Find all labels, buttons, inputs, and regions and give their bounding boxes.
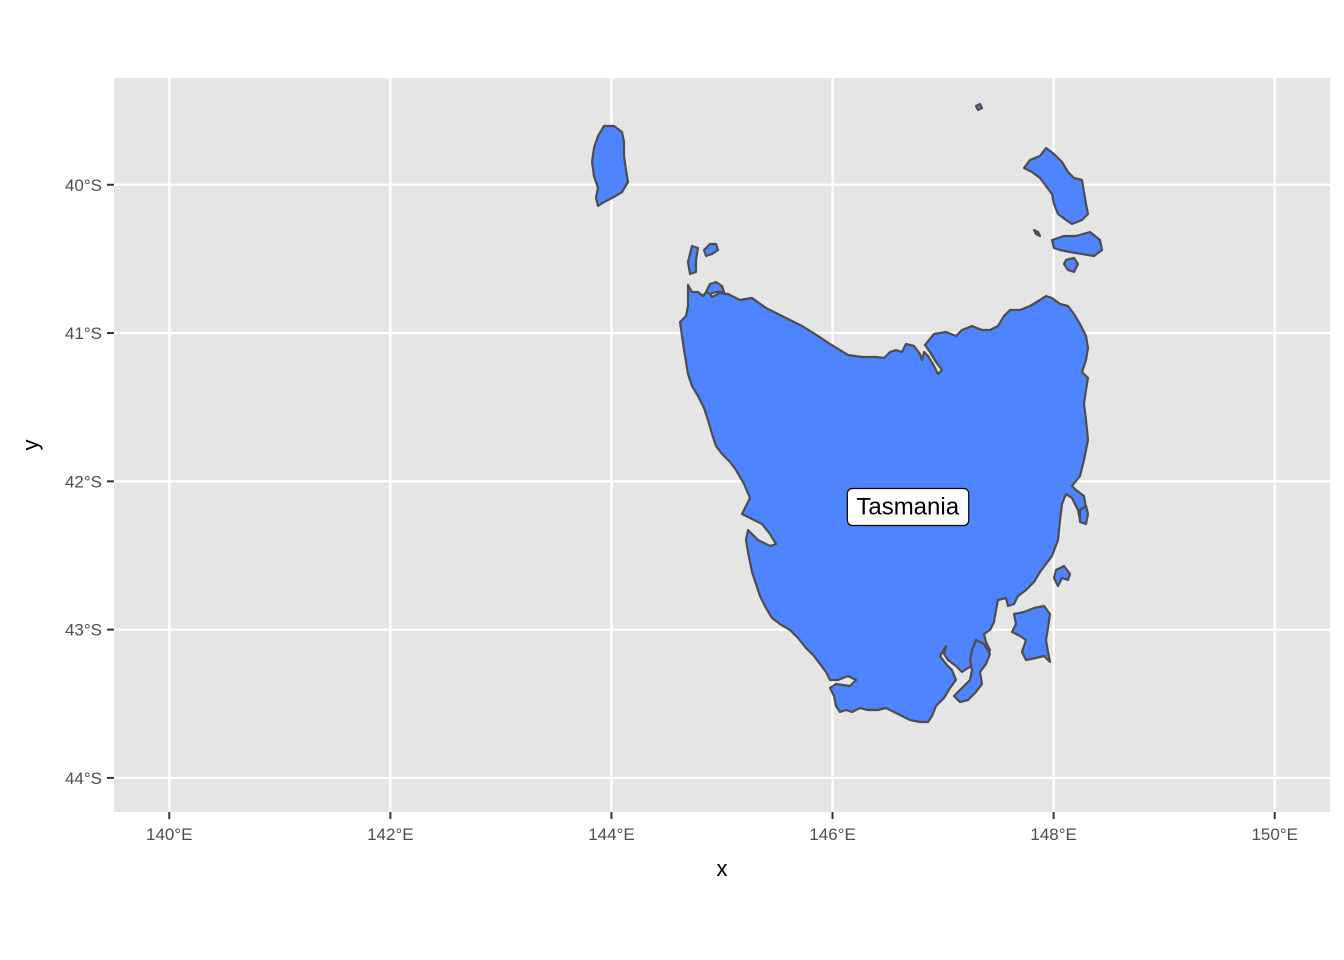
tasman-peninsula <box>1010 604 1052 664</box>
x-tick-label-0: 140°E <box>146 825 193 844</box>
x-tick-label-5: 150°E <box>1251 825 1298 844</box>
label-box <box>846 487 970 527</box>
robbins-island <box>704 280 726 296</box>
y-tick-label-0: 40°S <box>65 176 102 195</box>
x-axis: 140°E 142°E 144°E 146°E 148°E 150°E <box>146 812 1298 844</box>
x-tick-label-3: 146°E <box>809 825 856 844</box>
small-islet-north <box>974 102 984 112</box>
clarke-island <box>1062 256 1080 274</box>
y-tick-label-1: 41°S <box>65 324 102 343</box>
hunter-island <box>686 244 700 276</box>
bruny-island <box>952 638 992 704</box>
schouten-island <box>1078 504 1090 526</box>
small-islet-east <box>1032 228 1042 238</box>
y-axis-title: y <box>18 440 43 451</box>
maria-island <box>1052 564 1072 588</box>
y-tick-label-4: 44°S <box>65 769 102 788</box>
y-tick-label-3: 43°S <box>65 621 102 640</box>
x-tick-label-1: 142°E <box>367 825 414 844</box>
flinders-island <box>1022 146 1090 226</box>
three-hummock-island <box>702 242 720 258</box>
x-tick-label-4: 148°E <box>1030 825 1077 844</box>
y-tick-label-2: 42°S <box>65 472 102 491</box>
label-text: Tasmania <box>856 494 959 521</box>
cape-barren-island <box>1050 230 1104 258</box>
x-tick-label-2: 144°E <box>588 825 635 844</box>
y-axis: 40°S 41°S 42°S 43°S 44°S <box>65 176 114 788</box>
place-label: Tasmania <box>846 487 970 527</box>
x-axis-title: x <box>717 856 728 881</box>
king-island <box>590 124 630 208</box>
